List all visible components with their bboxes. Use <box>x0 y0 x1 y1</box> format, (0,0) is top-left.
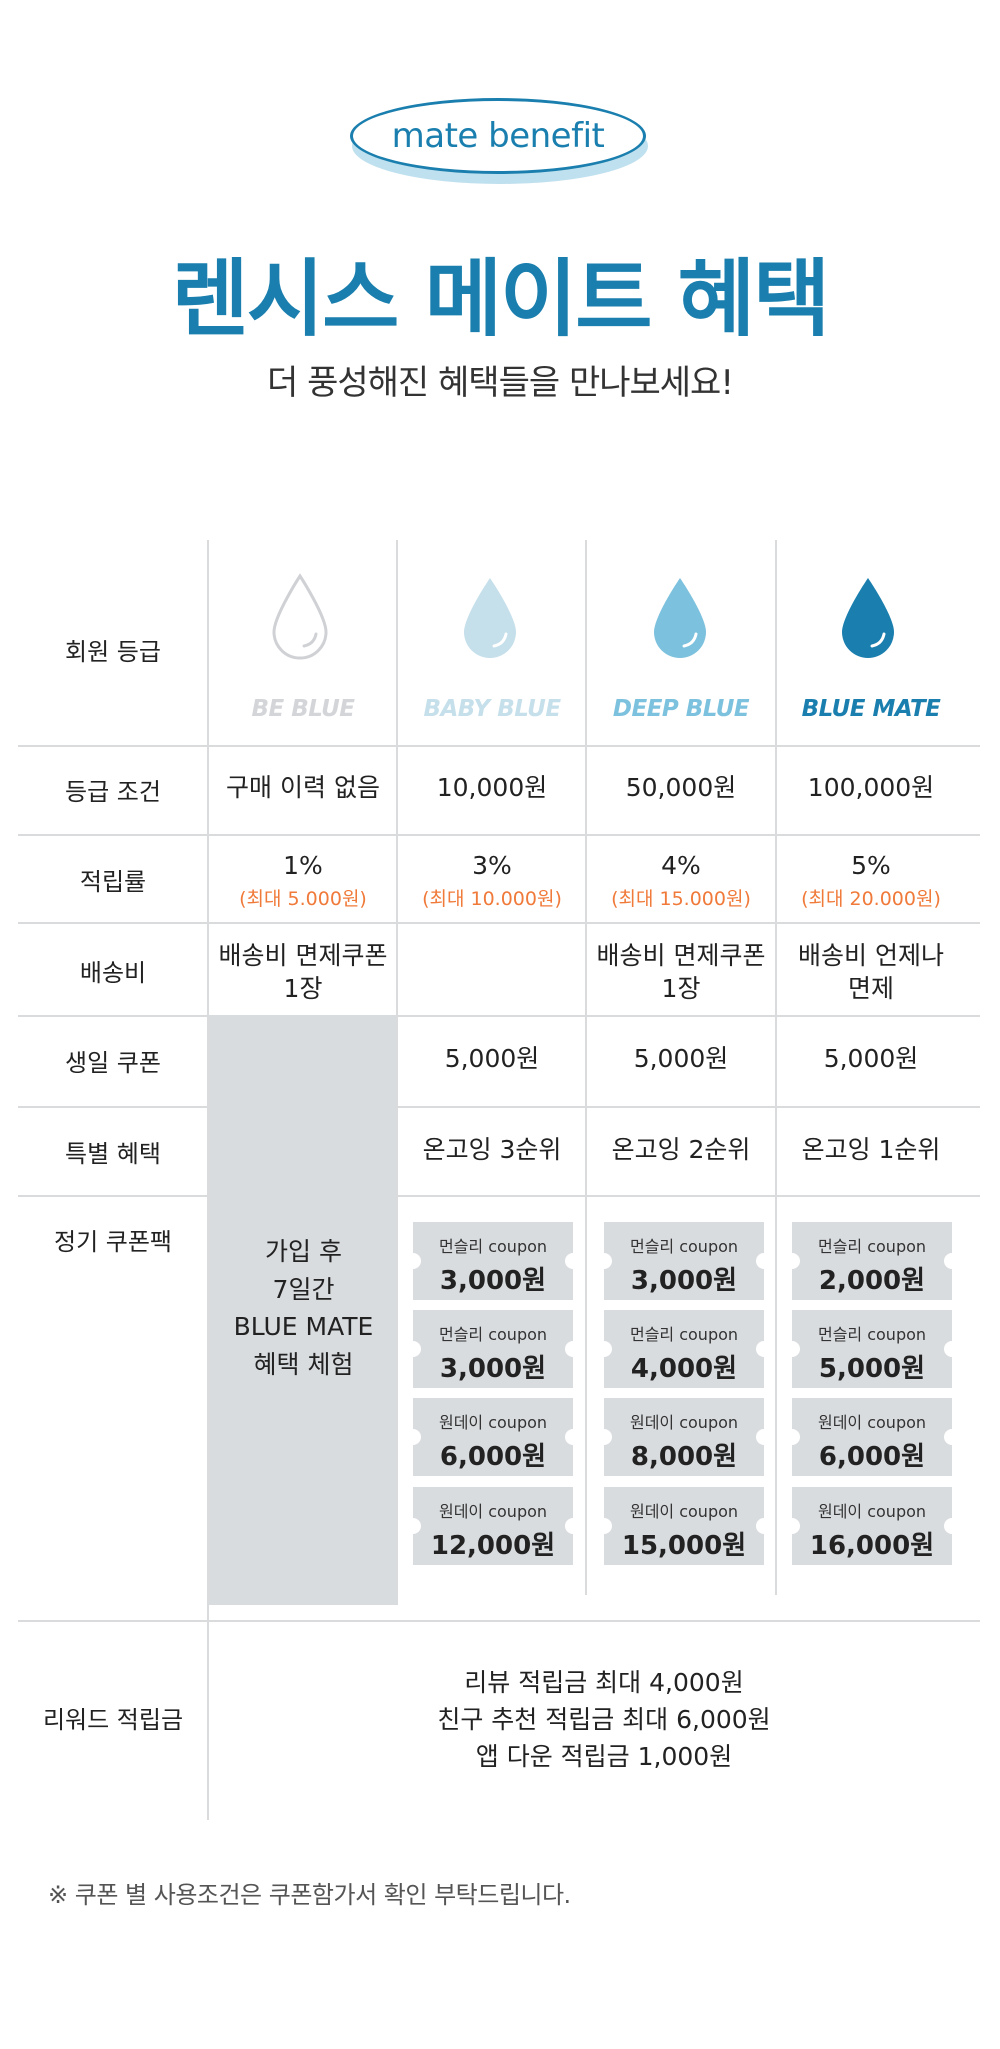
coupon-ticket: 원데이 coupon 6,000원 <box>405 1398 581 1476</box>
page-subtitle: 더 풍성해진 혜택들을 만나보세요! <box>267 363 734 403</box>
mate-benefit-badge: mate benefit <box>350 98 650 188</box>
divider-v2 <box>396 540 398 1595</box>
birthday-baby-blue: 5,000원 <box>444 1044 540 1073</box>
special-blue-mate: 온고잉 1순위 <box>801 1135 941 1164</box>
badge-label: mate benefit <box>350 98 646 174</box>
condition-be-blue: 구매 이력 없음 <box>226 773 380 802</box>
divider-h5a <box>18 1106 209 1108</box>
shipping-deep-blue: 배송비 면제쿠폰 1장 <box>596 941 766 1003</box>
footnote: ※ 쿠폰 별 사용조건은 쿠폰함가서 확인 부탁드립니다. <box>48 1881 571 1909</box>
grade-name-blue-mate: BLUE MATE <box>801 696 941 722</box>
coupon-ticket: 원데이 coupon 8,000원 <box>596 1398 772 1476</box>
divider-h1 <box>18 745 980 747</box>
divider-h6a <box>18 1195 209 1197</box>
trial-line: 7일간 <box>272 1274 335 1304</box>
coupon-ticket: 먼슬리 coupon 4,000원 <box>596 1310 772 1388</box>
trial-text: 가입 후 7일간 BLUE MATE 혜택 체험 <box>209 1233 398 1383</box>
water-drop-icon <box>654 578 706 658</box>
rate-be-blue: 1% (최대 5.000원) <box>239 851 367 910</box>
reward-line: 친구 추천 적립금 최대 6,000원 <box>437 1705 771 1734</box>
coupon-ticket: 원데이 coupon 12,000원 <box>405 1487 581 1565</box>
reward-line: 리뷰 적립금 최대 4,000원 <box>464 1668 744 1697</box>
condition-baby-blue: 10,000원 <box>436 773 548 802</box>
grade-name-be-blue: BE BLUE <box>251 696 355 722</box>
reward-text: 리뷰 적립금 최대 4,000원 친구 추천 적립금 최대 6,000원 앱 다… <box>209 1664 999 1775</box>
trial-line: 가입 후 <box>265 1237 342 1266</box>
divider-h4a <box>18 1015 209 1017</box>
divider-h7 <box>18 1620 980 1622</box>
rate-baby-blue: 3% (최대 10.000원) <box>422 851 562 910</box>
water-drop-outline-icon <box>272 573 328 660</box>
coupon-ticket: 원데이 coupon 6,000원 <box>784 1398 960 1476</box>
coupon-ticket: 먼슬리 coupon 5,000원 <box>784 1310 960 1388</box>
coupon-ticket: 먼슬리 coupon 2,000원 <box>784 1222 960 1300</box>
trial-block <box>209 1015 398 1605</box>
row-label-special: 특별 혜택 <box>65 1140 161 1168</box>
water-drop-icon <box>842 578 894 658</box>
rate-blue-mate: 5% (최대 20.000원) <box>801 851 941 910</box>
birthday-blue-mate: 5,000원 <box>823 1044 919 1073</box>
divider-v1 <box>207 540 209 1820</box>
row-label-rate: 적립률 <box>79 868 147 896</box>
divider-h6b <box>396 1195 980 1197</box>
grade-name-baby-blue: BABY BLUE <box>423 696 561 722</box>
divider-v3 <box>585 540 587 1595</box>
coupon-ticket: 원데이 coupon 16,000원 <box>784 1487 960 1565</box>
grade-name-deep-blue: DEEP BLUE <box>612 696 750 722</box>
coupon-ticket: 먼슬리 coupon 3,000원 <box>405 1310 581 1388</box>
trial-line: 혜택 체험 <box>253 1349 354 1379</box>
row-label-grade: 회원 등급 <box>65 638 161 666</box>
water-drop-icon <box>464 578 516 658</box>
coupon-ticket: 원데이 coupon 15,000원 <box>596 1487 772 1565</box>
divider-h5b <box>396 1106 980 1108</box>
row-label-shipping: 배송비 <box>79 959 147 987</box>
divider-h4b <box>396 1015 980 1017</box>
divider-h3 <box>18 922 980 924</box>
condition-deep-blue: 50,000원 <box>625 773 737 802</box>
divider-v4 <box>775 540 777 1595</box>
special-deep-blue: 온고잉 2순위 <box>611 1135 751 1164</box>
trial-line: BLUE MATE <box>233 1312 374 1341</box>
condition-blue-mate: 100,000원 <box>807 773 935 802</box>
row-label-coupon-pack: 정기 쿠폰팩 <box>53 1228 173 1256</box>
reward-line: 앱 다운 적립금 1,000원 <box>475 1742 733 1771</box>
special-baby-blue: 온고잉 3순위 <box>422 1135 562 1164</box>
divider-h2 <box>18 834 980 836</box>
coupon-ticket: 먼슬리 coupon 3,000원 <box>405 1222 581 1300</box>
coupon-ticket: 먼슬리 coupon 3,000원 <box>596 1222 772 1300</box>
row-label-birthday: 생일 쿠폰 <box>65 1049 161 1077</box>
shipping-be-blue: 배송비 면제쿠폰 1장 <box>218 941 388 1003</box>
rate-deep-blue: 4% (최대 15.000원) <box>611 851 751 910</box>
row-label-condition: 등급 조건 <box>65 778 161 806</box>
shipping-blue-mate: 배송비 언제나 면제 <box>798 941 944 1003</box>
birthday-deep-blue: 5,000원 <box>633 1044 729 1073</box>
row-label-reward: 리워드 적립금 <box>42 1706 184 1734</box>
page-title: 렌시스 메이트 혜택 <box>171 250 831 348</box>
